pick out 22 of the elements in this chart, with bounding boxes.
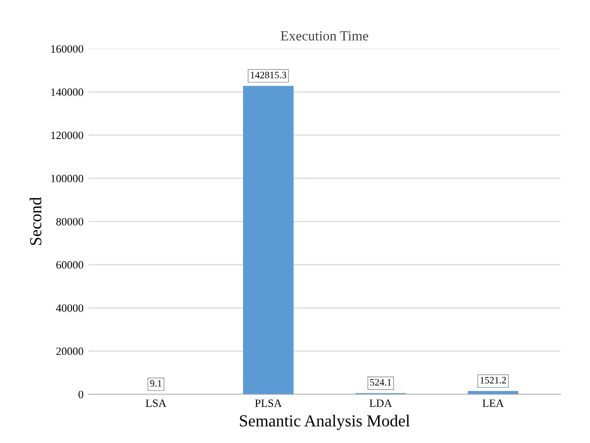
x-tick-label: LEA <box>482 400 504 407</box>
data-label: 9.1 <box>150 380 162 387</box>
y-tick-label: 120000 <box>51 132 84 140</box>
bar <box>243 86 294 394</box>
y-axis-title: Second <box>30 197 42 245</box>
y-tick-label: 140000 <box>51 88 84 96</box>
x-tick-label: LDA <box>370 400 392 407</box>
y-tick-label: 40000 <box>56 304 84 312</box>
data-label: 1521.2 <box>480 376 506 384</box>
y-tick-label: 80000 <box>56 218 84 226</box>
y-tick-label: 160000 <box>51 45 84 53</box>
y-tick-label: 0 <box>78 390 84 398</box>
y-tick-label: 100000 <box>51 174 84 182</box>
y-tick-label: 20000 <box>56 348 84 356</box>
chart-title: Execution Time <box>280 31 368 41</box>
y-tick-label: 60000 <box>56 261 84 269</box>
x-tick-label: LSA <box>146 399 166 407</box>
x-axis-title: Semantic Analysis Model <box>240 414 410 430</box>
x-tick-label: PLSA <box>255 399 282 407</box>
data-label: 524.1 <box>370 379 392 386</box>
bar <box>468 390 518 394</box>
data-label: 142815.3 <box>250 72 286 78</box>
